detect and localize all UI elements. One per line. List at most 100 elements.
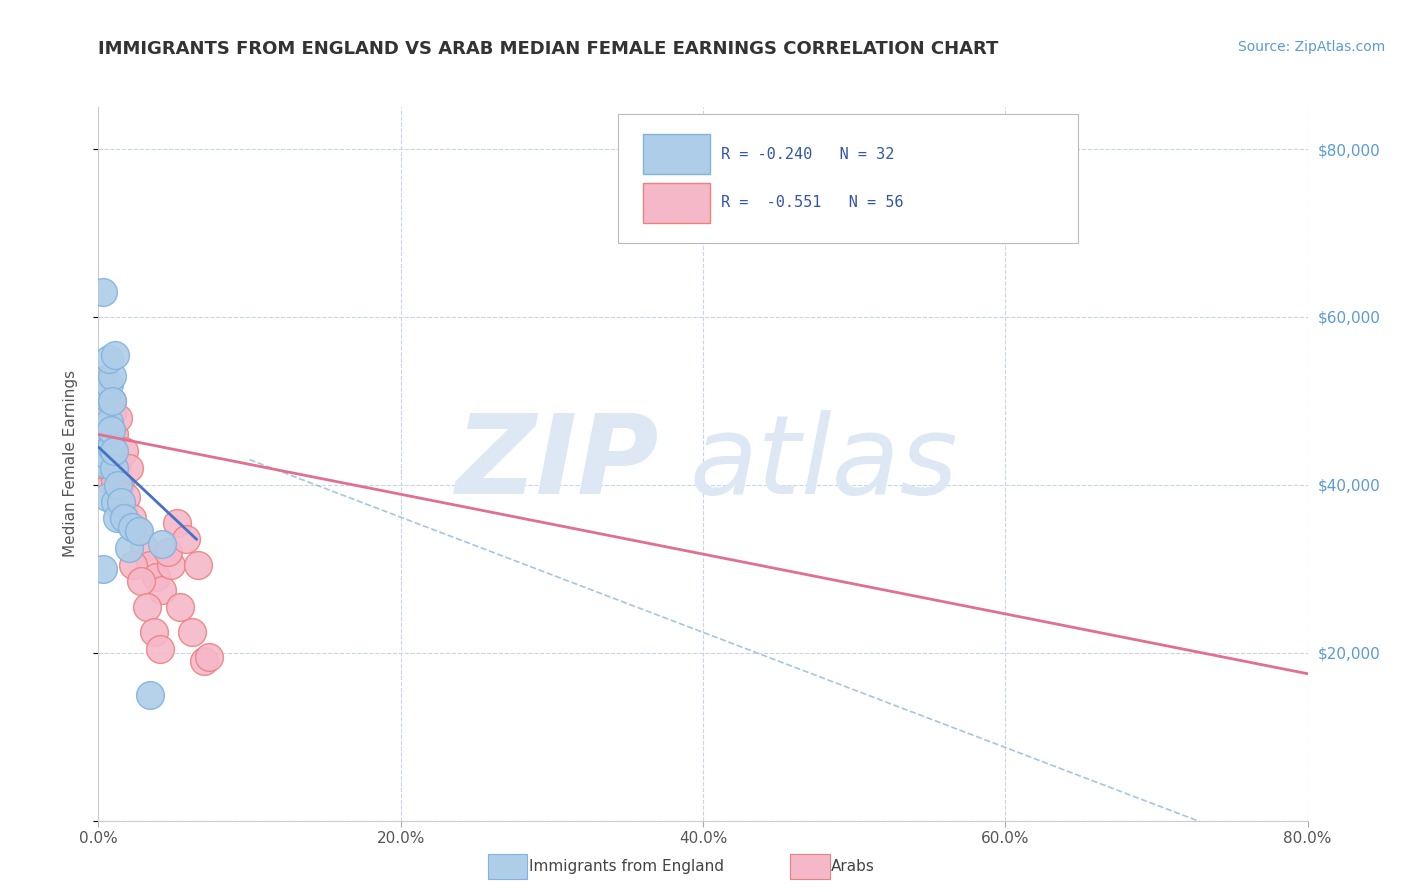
Point xyxy=(91,427,114,442)
Point xyxy=(107,491,129,505)
Point xyxy=(132,541,155,555)
Point xyxy=(156,545,179,559)
Point xyxy=(150,536,173,550)
Point xyxy=(90,435,112,450)
Point xyxy=(91,444,114,458)
Point xyxy=(98,432,121,446)
Point xyxy=(149,641,172,656)
Text: atlas: atlas xyxy=(689,410,959,517)
Point xyxy=(139,688,162,702)
Point xyxy=(96,452,118,467)
Point xyxy=(104,348,127,362)
Point xyxy=(90,393,112,408)
Text: R = -0.240   N = 32: R = -0.240 N = 32 xyxy=(721,146,894,161)
Text: Immigrants from England: Immigrants from England xyxy=(529,859,724,873)
Point xyxy=(107,410,129,425)
Point xyxy=(93,452,115,467)
Point xyxy=(94,419,117,434)
Point xyxy=(139,558,162,572)
Point xyxy=(90,423,112,437)
Point xyxy=(96,449,118,463)
Point xyxy=(101,393,124,408)
FancyBboxPatch shape xyxy=(643,134,710,174)
Point xyxy=(193,654,215,668)
Point xyxy=(127,524,149,538)
Point xyxy=(101,407,124,421)
Point xyxy=(103,444,125,458)
Point xyxy=(121,511,143,525)
Point xyxy=(118,461,141,475)
Point xyxy=(128,524,150,538)
Point xyxy=(100,474,122,488)
Point xyxy=(98,377,121,392)
Point xyxy=(91,449,114,463)
Point xyxy=(197,649,219,664)
Point xyxy=(103,461,125,475)
Point xyxy=(96,440,118,454)
Point xyxy=(96,444,118,458)
Point xyxy=(118,541,141,555)
Point xyxy=(91,285,114,299)
Point xyxy=(122,558,145,572)
Point xyxy=(112,444,135,458)
Point xyxy=(104,494,127,508)
Point xyxy=(111,507,134,521)
Point xyxy=(100,423,122,437)
Point xyxy=(105,457,128,471)
Point xyxy=(108,478,131,492)
Point xyxy=(100,440,122,454)
Point xyxy=(107,478,129,492)
Point xyxy=(94,423,117,437)
Point xyxy=(93,393,115,408)
Point xyxy=(181,624,204,639)
Point xyxy=(121,520,143,534)
Point xyxy=(91,373,114,387)
Point xyxy=(110,494,132,508)
Point xyxy=(94,461,117,475)
Point xyxy=(104,474,127,488)
Point xyxy=(103,461,125,475)
Point xyxy=(166,516,188,530)
Point xyxy=(187,558,209,572)
Point xyxy=(143,624,166,639)
Point xyxy=(94,435,117,450)
Point xyxy=(93,440,115,454)
Point xyxy=(94,390,117,404)
Point xyxy=(114,491,136,505)
Point xyxy=(98,415,121,429)
Point xyxy=(96,410,118,425)
Text: ZIP: ZIP xyxy=(456,410,659,517)
Point xyxy=(129,574,152,589)
Point xyxy=(93,410,115,425)
Text: Source: ZipAtlas.com: Source: ZipAtlas.com xyxy=(1237,40,1385,54)
Point xyxy=(94,390,117,404)
Point xyxy=(101,368,124,383)
Point xyxy=(174,533,197,547)
Point xyxy=(169,599,191,614)
Point xyxy=(112,511,135,525)
Point xyxy=(98,351,121,366)
Point xyxy=(94,457,117,471)
Point xyxy=(98,457,121,471)
Point xyxy=(105,511,128,525)
FancyBboxPatch shape xyxy=(643,183,710,223)
Point xyxy=(160,558,183,572)
Y-axis label: Median Female Earnings: Median Female Earnings xyxy=(63,370,77,558)
Point xyxy=(93,452,115,467)
Point xyxy=(91,562,114,576)
Point xyxy=(96,491,118,505)
Point xyxy=(93,444,115,458)
Point xyxy=(90,457,112,471)
Point xyxy=(100,440,122,454)
Point xyxy=(145,570,167,584)
Point xyxy=(101,393,124,408)
Text: R =  -0.551   N = 56: R = -0.551 N = 56 xyxy=(721,195,904,211)
Text: Arabs: Arabs xyxy=(831,859,875,873)
Point xyxy=(135,599,157,614)
Point xyxy=(150,582,173,597)
Point xyxy=(101,449,124,463)
FancyBboxPatch shape xyxy=(619,114,1078,243)
Point xyxy=(94,419,117,434)
Text: IMMIGRANTS FROM ENGLAND VS ARAB MEDIAN FEMALE EARNINGS CORRELATION CHART: IMMIGRANTS FROM ENGLAND VS ARAB MEDIAN F… xyxy=(98,40,998,58)
Point xyxy=(103,427,125,442)
